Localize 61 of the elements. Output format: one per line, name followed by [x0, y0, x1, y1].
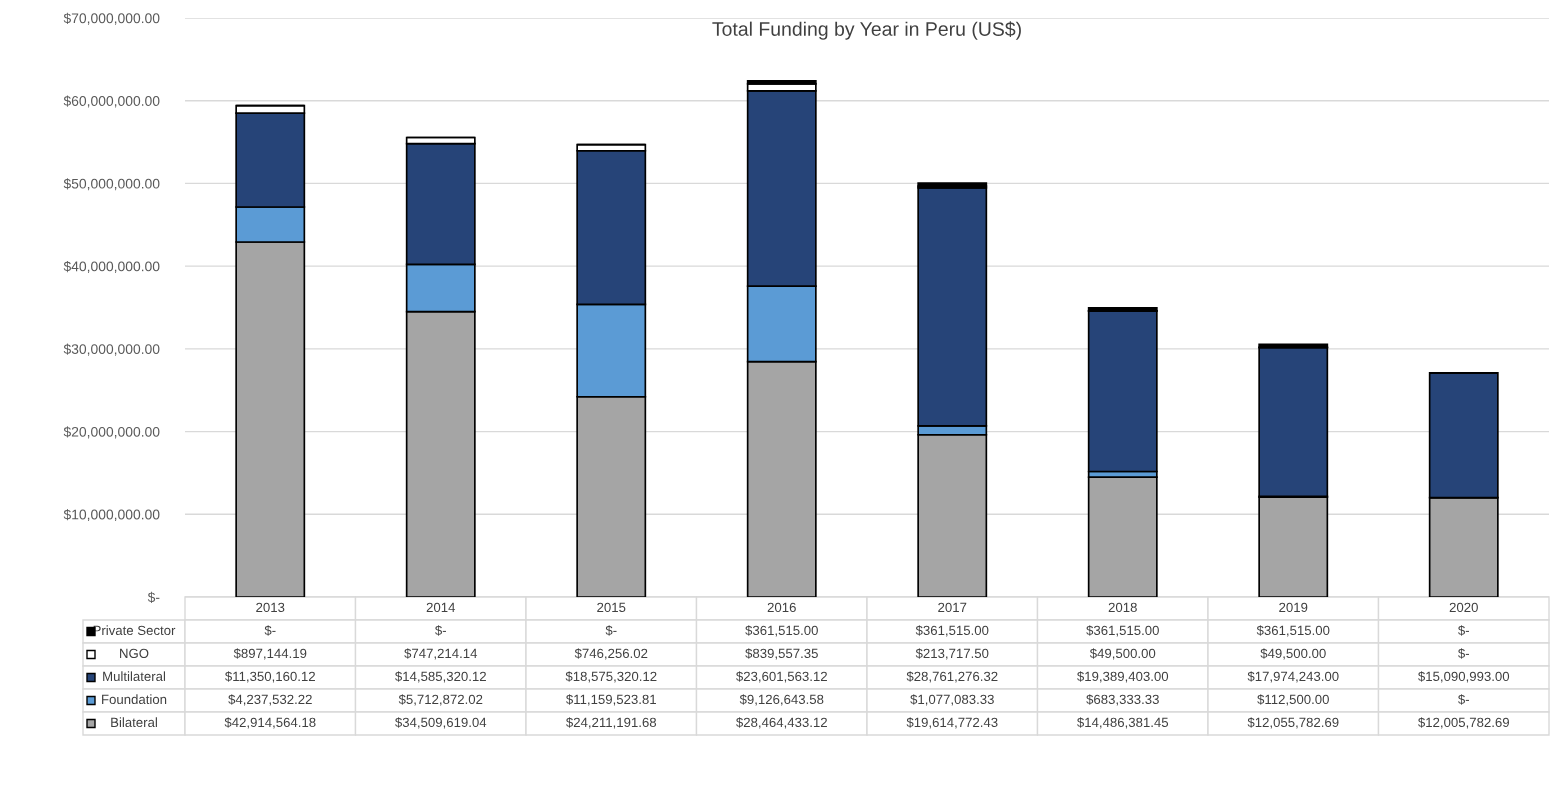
- legend-label: Multilateral: [103, 671, 166, 682]
- data-label: $28,761,276.32: [906, 671, 998, 683]
- data-label: $12,055,782.69: [1247, 717, 1339, 729]
- x-tick-label: 2020: [1449, 602, 1478, 613]
- data-label: $14,486,381.45: [1077, 717, 1169, 729]
- y-tick-label: $20,000,000.00: [63, 426, 160, 439]
- y-tick-label: $70,000,000.00: [63, 12, 160, 25]
- data-label: $28,464,433.12: [736, 717, 827, 729]
- data-label: $897,144.19: [233, 648, 307, 660]
- y-tick-label: $60,000,000.00: [63, 95, 160, 108]
- data-label: $683,333.33: [1086, 694, 1159, 706]
- y-tick-label: $50,000,000.00: [63, 178, 160, 191]
- data-label: $4,237,532.22: [228, 694, 312, 706]
- data-label: $-: [264, 625, 276, 636]
- data-label: $112,500.00: [1257, 694, 1329, 706]
- data-label: $1,077,083.33: [910, 694, 994, 706]
- x-tick-label: 2019: [1279, 602, 1308, 613]
- data-label: $49,500.00: [1089, 648, 1156, 660]
- data-label: $-: [605, 625, 617, 636]
- data-label: $361,515.00: [1086, 625, 1159, 637]
- chart-title: Total Funding by Year in Peru (US$): [712, 21, 1021, 40]
- data-label: $24,211,191.68: [566, 717, 657, 729]
- data-label: $34,509,619.04: [395, 717, 487, 729]
- data-label: $49,500.00: [1260, 648, 1326, 660]
- legend-label: Foundation: [102, 694, 167, 705]
- data-label: $361,515.00: [1256, 625, 1330, 637]
- data-label: $213,717.50: [915, 648, 989, 660]
- legend-label: NGO: [120, 648, 149, 659]
- data-label: $747,214.14: [404, 648, 478, 660]
- data-label: $-: [1458, 625, 1470, 636]
- data-label: $9,126,643.58: [739, 694, 824, 706]
- x-tick-label: 2016: [767, 602, 796, 613]
- data-label: $14,585,320.12: [395, 671, 486, 683]
- data-label: $12,005,782.69: [1418, 717, 1509, 729]
- data-label: $11,159,523.81: [566, 694, 656, 706]
- y-tick-label: $-: [147, 591, 160, 603]
- data-label: $-: [435, 625, 447, 636]
- data-label: $17,974,243.00: [1247, 671, 1339, 683]
- data-label: $15,090,993.00: [1418, 671, 1510, 683]
- data-label: $-: [1458, 648, 1470, 659]
- data-label: $5,712,872.02: [398, 694, 483, 706]
- y-tick-label: $30,000,000.00: [63, 343, 160, 356]
- y-tick-label: $40,000,000.00: [63, 260, 160, 273]
- data-label: $361,515.00: [915, 625, 989, 637]
- data-label: $361,515.00: [745, 625, 818, 637]
- data-label: $19,389,403.00: [1077, 671, 1169, 683]
- x-tick-label: 2018: [1108, 602, 1137, 613]
- x-tick-label: 2015: [597, 602, 626, 613]
- data-label: $42,914,564.18: [224, 717, 316, 729]
- data-label: $23,601,563.12: [736, 671, 827, 683]
- data-label: $19,614,772.43: [906, 717, 998, 729]
- data-label: $-: [1458, 694, 1470, 705]
- data-label: $11,350,160.12: [225, 671, 315, 683]
- data-label: $746,256.02: [574, 648, 648, 660]
- data-label: $839,557.35: [745, 648, 818, 660]
- y-tick-label: $10,000,000.00: [63, 509, 160, 522]
- x-tick-label: 2014: [426, 602, 456, 613]
- legend-label: Bilateral: [111, 717, 157, 728]
- x-tick-label: 2017: [938, 602, 967, 613]
- data-label: $18,575,320.12: [565, 671, 657, 683]
- x-tick-label: 2013: [256, 602, 285, 613]
